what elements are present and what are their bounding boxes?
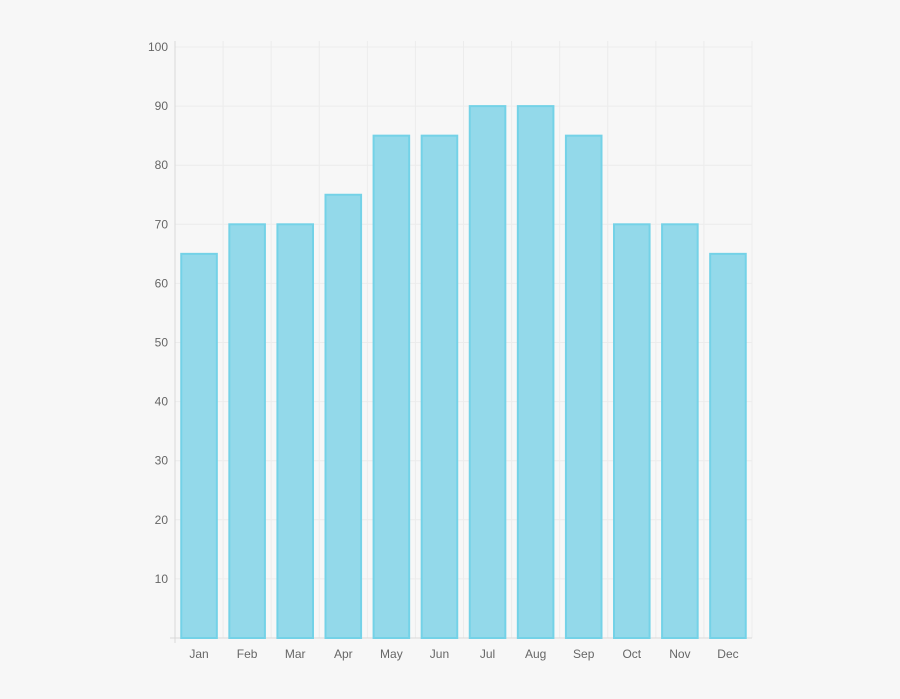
x-tick-label: Nov xyxy=(669,647,690,661)
y-tick-label: 70 xyxy=(155,217,169,231)
bars xyxy=(180,105,747,640)
y-tick-label: 50 xyxy=(155,336,169,350)
x-tick-label: Dec xyxy=(717,647,738,661)
x-tick-label: Jan xyxy=(189,647,208,661)
bar-oct[interactable] xyxy=(613,223,651,640)
x-tick-label: Aug xyxy=(525,647,546,661)
y-tick-label: 90 xyxy=(155,99,169,113)
x-tick-label: Jun xyxy=(430,647,449,661)
bar-apr[interactable] xyxy=(324,193,363,639)
bar-may[interactable] xyxy=(372,134,411,639)
bar-feb[interactable] xyxy=(228,223,266,640)
x-tick-label: Oct xyxy=(622,647,641,661)
y-tick-label: 60 xyxy=(155,276,169,290)
bar-aug[interactable] xyxy=(516,105,555,640)
bar-jul[interactable] xyxy=(468,105,507,640)
axes xyxy=(170,41,752,643)
grid-lines xyxy=(175,41,753,638)
x-tick-label: Sep xyxy=(573,647,595,661)
x-tick-label: Feb xyxy=(237,647,258,661)
y-tick-label: 10 xyxy=(155,572,169,586)
y-tick-label: 80 xyxy=(155,158,169,172)
x-tick-label: Apr xyxy=(334,647,353,661)
y-tick-label: 100 xyxy=(148,40,168,54)
tick-labels: 10 20 30 40 50 60 70 80 90 100 Jan Feb Mar Apr May Jun J… xyxy=(148,40,739,661)
bar-nov[interactable] xyxy=(661,223,699,640)
bar-dec[interactable] xyxy=(709,252,747,639)
y-tick-label: 40 xyxy=(155,395,169,409)
bar-jun[interactable] xyxy=(420,134,459,639)
y-tick-label: 30 xyxy=(155,454,169,468)
x-tick-label: Mar xyxy=(285,647,306,661)
bar-mar[interactable] xyxy=(276,223,314,640)
y-tick-label: 20 xyxy=(155,513,169,527)
bar-jan[interactable] xyxy=(180,252,218,639)
x-tick-label: May xyxy=(380,647,403,661)
bar-sep[interactable] xyxy=(564,134,603,639)
x-tick-label: Jul xyxy=(480,647,495,661)
